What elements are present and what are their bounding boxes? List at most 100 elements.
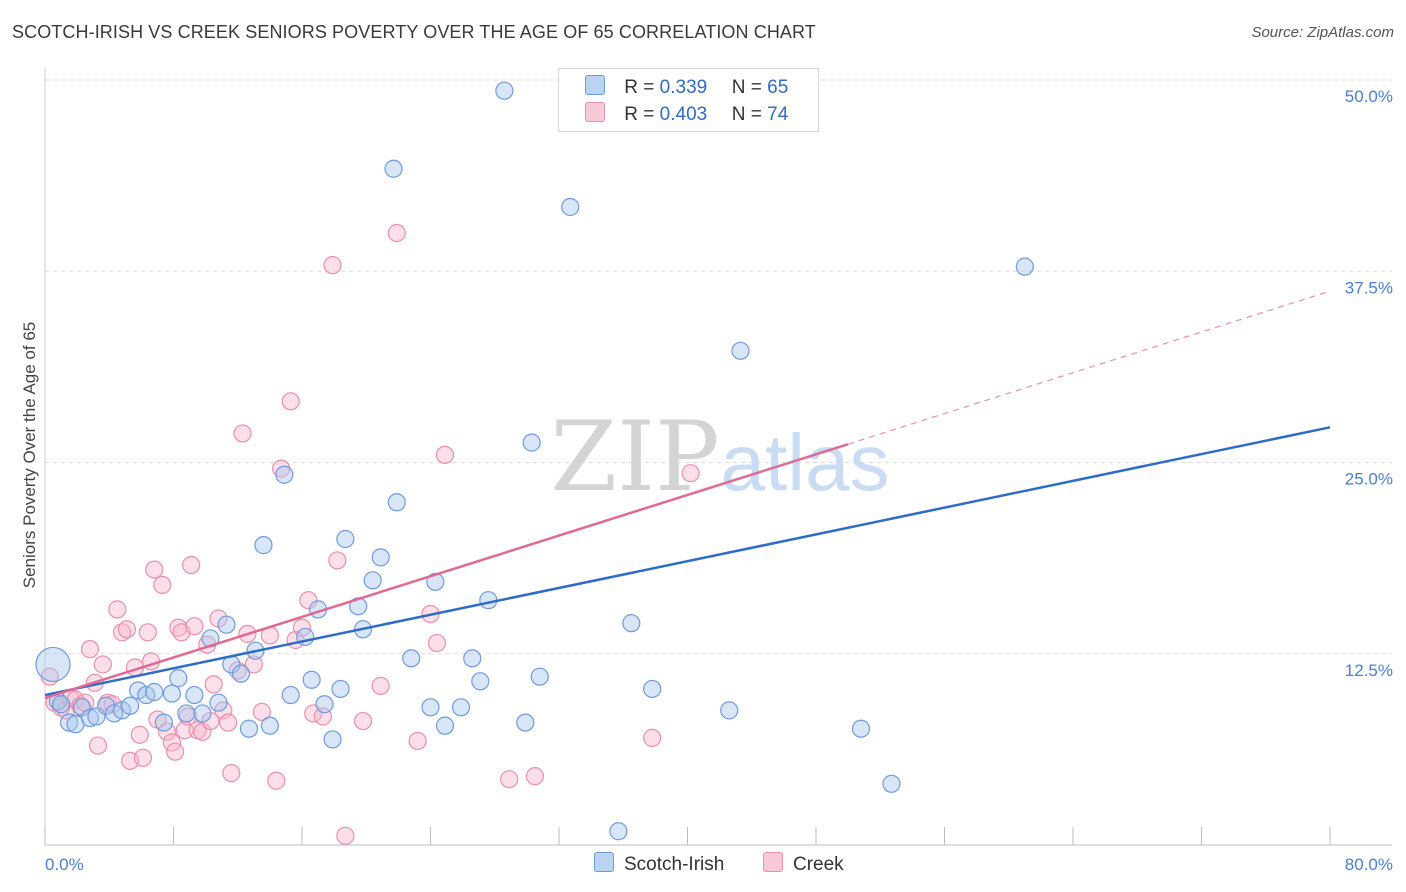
scotch-irish-point [516,713,535,732]
scotch-irish-swatch [585,75,605,95]
chart-title: SCOTCH-IRISH VS CREEK SENIORS POVERTY OV… [12,22,816,42]
bottom-legend-label: Creek [793,854,844,875]
watermark: ZIP atlas [550,401,889,513]
creek-point [133,748,153,767]
y-tick-label: 50.0% [1345,87,1393,106]
y-tick-label: 25.0% [1345,470,1393,489]
scotch-irish-point [426,572,445,591]
scotch-irish-point [315,695,334,714]
scotch-irish-swatch [594,852,614,872]
scotch-irish-point [169,669,188,688]
scotch-irish-point [421,698,440,717]
scotch-irish-point [384,159,403,178]
creek-point [267,771,286,790]
creek-point [500,770,519,789]
creek-point [130,725,149,744]
scotch-irish-point [471,672,490,691]
creek-point [299,591,318,610]
creek-point [153,575,172,595]
scotch-irish-point [80,708,100,728]
scotch-irish-points [35,81,1034,841]
creek-point [204,675,223,694]
scotch-irish-point [371,548,390,567]
scotch-irish-point [720,701,739,720]
scotch-irish-point [609,822,628,841]
scotch-irish-point [35,646,71,683]
creek-point [427,633,447,653]
creek-point [182,555,201,575]
scotch-irish-point [209,693,228,712]
creek-point [112,623,132,642]
scotch-irish-point [239,719,259,738]
creek-swatch [585,102,605,122]
scotch-irish-point [217,615,236,634]
creek-point [138,623,157,642]
creek-point [178,707,198,726]
scotch-irish-point [281,685,300,705]
creek-swatch [763,852,783,872]
scotch-irish-point [260,716,279,735]
scotch-irish-point [145,682,164,702]
scotch-irish-point [331,679,350,699]
scotch-irish-point [643,679,662,699]
creek-point [408,731,427,751]
watermark-zip: ZIP [550,401,719,513]
scotch-irish-point [463,649,482,668]
scotch-irish-point [363,571,382,590]
n-value-scotch-irish: 65 [767,77,789,98]
scotch-irish-point [185,685,204,705]
n-label: N = [731,77,762,98]
scotch-irish-point [495,81,514,100]
creek-trend-line [44,442,849,700]
bottom-legend-creek: Creek [763,852,844,876]
creek-point [353,711,373,731]
creek-point [185,617,204,636]
scotch-irish-point [193,704,212,723]
scotch-irish-point [177,704,196,723]
creek-point [681,464,700,483]
bottom-legend-label: Scotch-Irish [624,854,725,875]
x-tick-label: 80.0% [1345,855,1393,874]
creek-point [222,763,241,783]
creek-point [244,655,263,674]
creek-point [281,392,300,411]
y-tick-label: 37.5% [1345,278,1393,297]
creek-point [80,640,100,659]
scotch-irish-point [522,433,541,452]
creek-point [233,424,252,443]
watermark-atlas: atlas [721,418,890,507]
n-label: N = [731,104,762,125]
legend-row-creek: R = 0.403 N = 74 [585,102,788,128]
scotch-irish-point [51,695,71,714]
source-credit: Source: ZipAtlas.com [1251,24,1394,41]
scotch-irish-point [530,667,549,686]
creek-point [219,713,238,732]
scotch-irish-point [387,493,406,512]
scotch-irish-point [435,716,455,735]
creek-point [88,736,108,755]
scotch-irish-trend-line [44,426,1331,697]
creek-point [336,826,355,845]
gridlines [45,79,1392,655]
creek-point [145,560,164,579]
r-label: R = [624,77,655,98]
y-tick-labels: 12.5% 25.0% 37.5% 50.0% [1345,87,1393,680]
scotch-irish-point [59,713,79,732]
y-tick-label: 12.5% [1345,661,1393,680]
bottom-legend-scotch-irish: Scotch-Irish [594,852,724,876]
scotch-irish-point [121,696,140,715]
r-value-scotch-irish: 0.339 [659,77,708,98]
scotch-irish-point [275,465,294,484]
x-tick-label: 0.0% [45,855,84,874]
creek-point [117,620,137,639]
scotch-irish-point [323,730,342,749]
r-label: R = [624,104,655,125]
creek-point [435,445,455,464]
creek-point [93,655,112,674]
scotch-irish-point [231,664,251,683]
creek-point [108,600,127,619]
scotch-irish-point [1015,257,1034,276]
scotch-irish-point [882,774,901,793]
scotch-irish-point [451,698,471,717]
